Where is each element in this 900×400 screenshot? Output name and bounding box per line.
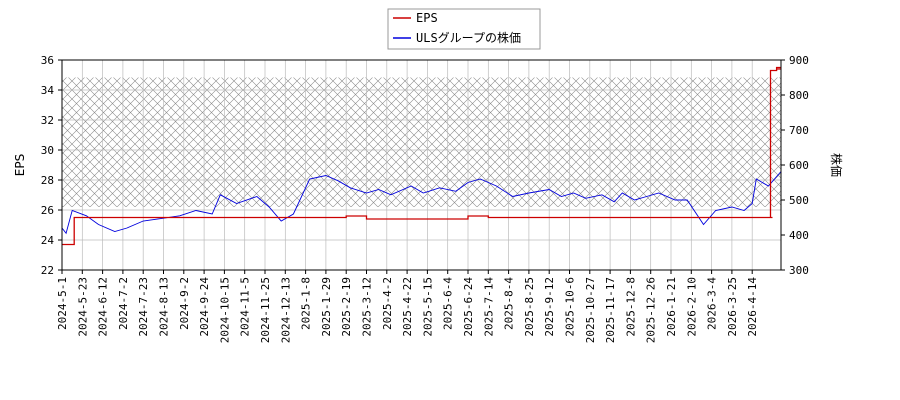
x-tick-label: 2025-10-27 xyxy=(584,277,597,343)
right-axis-label: 株価 xyxy=(829,153,844,177)
legend-label-eps: EPS xyxy=(416,11,438,25)
left-tick-label: 28 xyxy=(41,174,54,187)
left-tick-label: 24 xyxy=(41,234,55,247)
left-tick-label: 30 xyxy=(41,144,54,157)
left-tick-label: 36 xyxy=(41,54,54,67)
x-tick-label: 2025-4-2 xyxy=(381,277,394,330)
x-tick-label: 2024-6-12 xyxy=(97,277,110,337)
x-tick-label: 2024-7-23 xyxy=(137,277,150,337)
x-axis-ticks: 2024-5-1 2024-5-23 2024-6-12 2024-7-2 2024-7… xyxy=(56,270,759,343)
x-tick-label: 2026-3-25 xyxy=(726,277,739,337)
x-tick-label: 2024-11-5 xyxy=(239,277,252,337)
x-tick-label: 2025-6-4 xyxy=(442,277,455,330)
x-tick-label: 2025-5-15 xyxy=(421,277,434,337)
right-tick-label: 800 xyxy=(789,89,809,102)
x-tick-label: 2025-6-24 xyxy=(462,277,475,337)
right-tick-label: 300 xyxy=(789,264,809,277)
x-tick-label: 2024-8-13 xyxy=(158,277,171,337)
right-tick-label: 700 xyxy=(789,124,809,137)
series-line-eps xyxy=(62,66,781,246)
x-tick-label: 2025-8-25 xyxy=(523,277,536,337)
x-tick-label: 2025-12-26 xyxy=(645,277,658,343)
x-tick-label: 2025-8-4 xyxy=(503,277,516,330)
right-tick-label: 500 xyxy=(789,194,809,207)
left-axis-label: EPS xyxy=(13,154,27,176)
legend-label-price: ULSグループの株価 xyxy=(416,30,521,45)
price-range-band xyxy=(62,77,781,207)
grid-lines xyxy=(61,59,781,271)
x-tick-label: 2025-4-22 xyxy=(401,277,414,337)
x-tick-label: 2025-1-8 xyxy=(300,277,313,330)
x-tick-label: 2025-2-19 xyxy=(340,277,353,337)
x-tick-label: 2025-10-6 xyxy=(564,277,577,337)
x-tick-label: 2024-5-1 xyxy=(56,277,69,330)
right-axis-ticks: 300 400 500 600 700 800 900 xyxy=(781,54,809,277)
x-tick-label: 2025-11-17 xyxy=(604,277,617,343)
left-tick-label: 26 xyxy=(41,204,54,217)
x-tick-label: 2025-1-29 xyxy=(320,277,333,337)
right-tick-label: 900 xyxy=(789,54,809,67)
x-tick-label: 2024-11-25 xyxy=(259,277,272,343)
x-tick-label: 2026-3-4 xyxy=(706,277,719,330)
x-tick-label: 2024-9-24 xyxy=(198,277,211,337)
series-line-price xyxy=(62,171,781,235)
right-tick-label: 600 xyxy=(789,159,809,172)
legend-box xyxy=(387,8,541,50)
legend: EPS ULSグループの株価 xyxy=(387,8,541,50)
x-tick-label: 2024-9-2 xyxy=(178,277,191,330)
x-tick-label: 2025-7-14 xyxy=(482,277,495,337)
left-tick-label: 32 xyxy=(41,114,54,127)
x-tick-label: 2024-12-13 xyxy=(279,277,292,343)
left-tick-label: 22 xyxy=(41,264,54,277)
x-tick-label: 2024-10-15 xyxy=(218,277,231,343)
x-tick-label: 2025-3-12 xyxy=(361,277,374,337)
x-tick-label: 2024-7-2 xyxy=(117,277,130,330)
x-tick-label: 2026-4-14 xyxy=(746,277,759,337)
x-tick-label: 2026-2-10 xyxy=(685,277,698,337)
left-axis-ticks: 22 24 26 28 30 32 34 36 xyxy=(41,54,62,277)
right-tick-label: 400 xyxy=(789,229,809,242)
left-tick-label: 34 xyxy=(41,84,55,97)
x-tick-label: 2026-1-21 xyxy=(665,277,678,337)
x-tick-label: 2025-12-8 xyxy=(624,277,637,337)
x-tick-label: 2025-9-12 xyxy=(543,277,556,337)
x-tick-label: 2024-5-23 xyxy=(76,277,89,337)
